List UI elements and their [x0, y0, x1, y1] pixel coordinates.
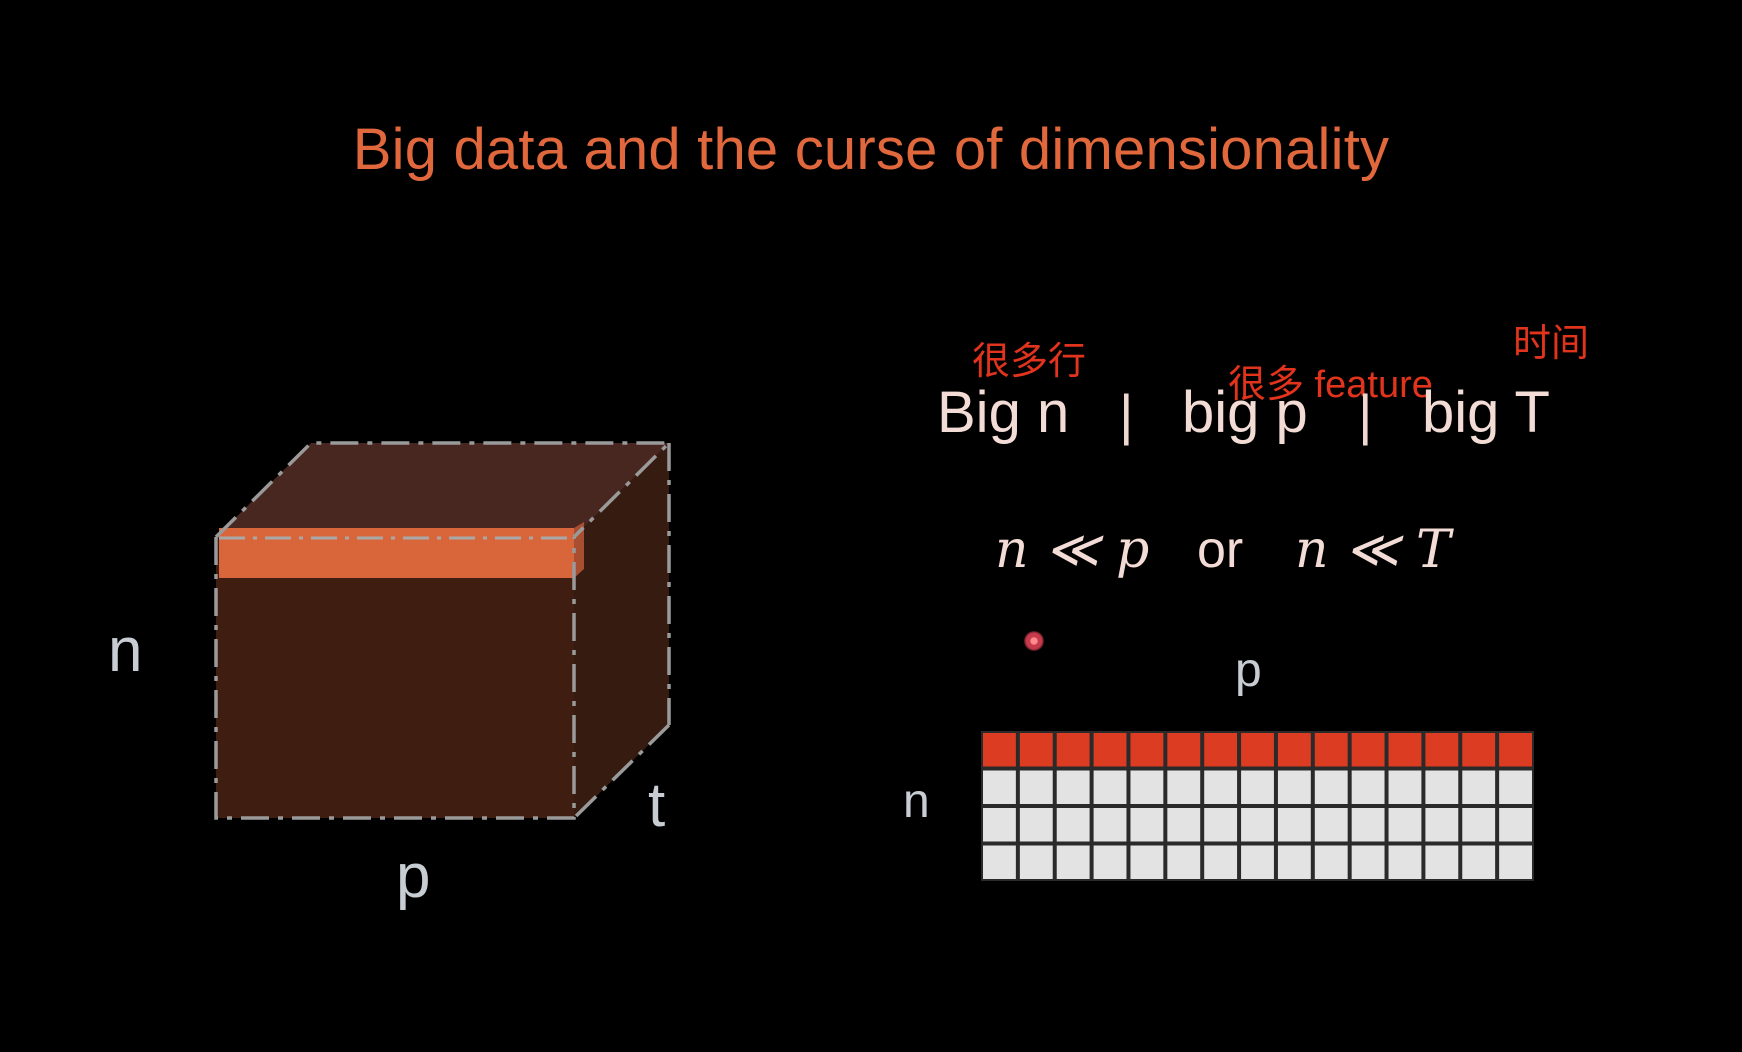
matrix-cell — [1388, 808, 1422, 842]
matrix-cell — [1499, 845, 1532, 879]
matrix-cell — [1093, 845, 1127, 879]
separator-2: | — [1358, 383, 1373, 446]
annotation-time: 时间 — [1513, 323, 1590, 365]
matrix-cell — [1019, 845, 1053, 879]
matrix-cell — [1056, 845, 1090, 879]
matrix-cell — [1388, 770, 1422, 804]
matrix-cell — [1093, 808, 1127, 842]
cube-edges — [214, 441, 674, 820]
matrix-highlight-cell — [1167, 733, 1201, 767]
matrix-cell — [1130, 770, 1164, 804]
matrix-highlight-cell — [1462, 733, 1496, 767]
cube-front-face — [216, 537, 574, 818]
matrix-label-n: n — [903, 775, 930, 828]
separator-1: | — [1119, 383, 1134, 446]
matrix-highlight-cell — [1019, 733, 1053, 767]
data-matrix — [981, 731, 1534, 881]
matrix-cell — [1167, 845, 1201, 879]
matrix-cell — [1167, 808, 1201, 842]
matrix-cell — [1241, 808, 1274, 842]
matrix-cell — [1462, 845, 1496, 879]
big-t-text: big T — [1422, 380, 1550, 445]
cube-side-face — [574, 443, 669, 818]
matrix-cell — [1056, 770, 1090, 804]
matrix-highlight-cell — [1499, 733, 1532, 767]
cube-top-face — [216, 443, 669, 537]
big-p-text: big p — [1182, 380, 1308, 445]
matrix-cell — [1093, 770, 1127, 804]
slide-title: Big data and the curse of dimensionality — [352, 117, 1390, 182]
matrix-cell — [1241, 770, 1274, 804]
cube-label-t: t — [648, 771, 666, 840]
matrix-highlight-cell — [1314, 733, 1348, 767]
matrix-highlight-cell — [1425, 733, 1459, 767]
matrix-cell — [1314, 770, 1348, 804]
matrix-cell — [983, 808, 1016, 842]
matrix-cell — [1204, 770, 1238, 804]
laser-pointer-dot — [1024, 631, 1044, 651]
matrix-highlight-cell — [1388, 733, 1422, 767]
matrix-highlight-cell — [983, 733, 1016, 767]
matrix-highlight-cell — [1093, 733, 1127, 767]
matrix-cell — [1241, 845, 1274, 879]
matrix-cell — [1167, 770, 1201, 804]
matrix-cell — [1204, 808, 1238, 842]
matrix-cell — [1019, 770, 1053, 804]
matrix-cell — [1130, 845, 1164, 879]
cube-slice-row — [219, 528, 574, 578]
matrix-cell — [1462, 808, 1496, 842]
matrix-cell — [1351, 845, 1385, 879]
matrix-cell — [1425, 770, 1459, 804]
annotation-many-rows: 很多行 — [972, 341, 1087, 383]
cube-label-n: n — [108, 616, 143, 685]
matrix-cell — [1314, 845, 1348, 879]
matrix-cell — [1351, 808, 1385, 842]
matrix-cell — [1277, 845, 1311, 879]
matrix-highlight-cell — [1056, 733, 1090, 767]
inequality-n-p: n ≪ p — [995, 520, 1150, 580]
matrix-cell — [1204, 845, 1238, 879]
matrix-highlight-cell — [1204, 733, 1238, 767]
matrix-highlight-cell — [1351, 733, 1385, 767]
matrix-label-p: p — [1235, 644, 1262, 697]
matrix-cell — [1425, 808, 1459, 842]
matrix-cell — [1019, 808, 1053, 842]
annotation-many-features: 很多 feature — [1228, 364, 1433, 406]
cube-label-p: p — [396, 842, 431, 911]
matrix-cell — [1499, 808, 1532, 842]
or-word: or — [1197, 521, 1244, 579]
matrix-highlight-cell — [1130, 733, 1164, 767]
matrix-highlight-cell — [1277, 733, 1311, 767]
matrix-cell — [1425, 845, 1459, 879]
matrix-highlight-cell — [1241, 733, 1274, 767]
matrix-cell — [1499, 770, 1532, 804]
matrix-cell — [983, 845, 1016, 879]
matrix-cell — [1277, 770, 1311, 804]
matrix-cell — [1462, 770, 1496, 804]
matrix-cell — [983, 770, 1016, 804]
matrix-cell — [1277, 808, 1311, 842]
matrix-cell — [1314, 808, 1348, 842]
matrix-cell — [1056, 808, 1090, 842]
matrix-cell — [1130, 808, 1164, 842]
big-n-text: Big n — [937, 380, 1070, 445]
matrix-cell — [1388, 845, 1422, 879]
inequality-n-t: n ≪ T — [1295, 520, 1451, 580]
matrix-cell — [1351, 770, 1385, 804]
